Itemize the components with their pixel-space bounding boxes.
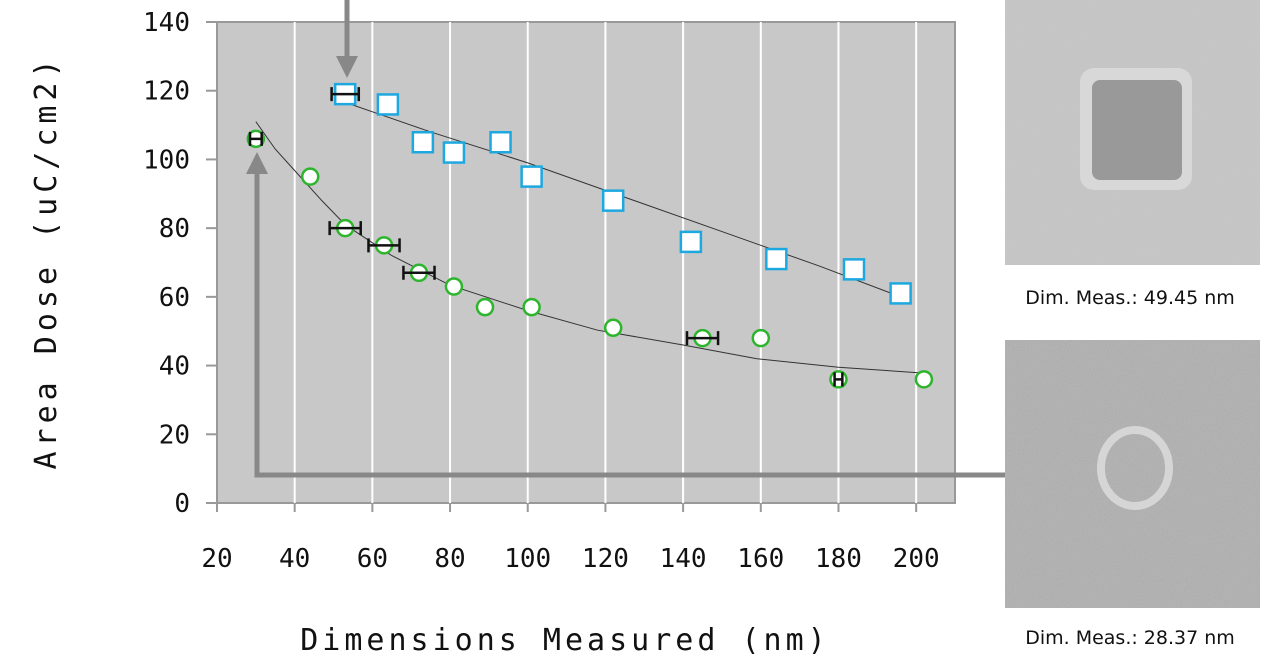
y-tick-label: 100 — [143, 145, 190, 175]
y-tick-label: 60 — [159, 283, 190, 313]
x-tick-label: 40 — [279, 544, 310, 574]
x-tick-label: 200 — [893, 544, 940, 574]
marker — [302, 169, 318, 185]
x-tick-label: 100 — [504, 544, 551, 574]
marker — [522, 167, 542, 187]
sem-image — [1005, 0, 1260, 265]
marker — [605, 320, 621, 336]
y-tick-label: 20 — [159, 420, 190, 450]
x-axis-label: Dimensions Measured (nm) — [300, 623, 829, 658]
y-tick-label: 40 — [159, 352, 190, 382]
marker — [444, 143, 464, 163]
image-noise — [1005, 340, 1260, 608]
x-tick-label: 60 — [357, 544, 388, 574]
y-tick-label: 80 — [159, 214, 190, 244]
marker — [844, 259, 864, 279]
marker — [753, 330, 769, 346]
x-tick-label: 160 — [737, 544, 784, 574]
marker — [681, 232, 701, 252]
x-tick-label: 180 — [815, 544, 862, 574]
image-caption: Dim. Meas.: 28.37 nm — [1025, 627, 1235, 649]
marker — [378, 94, 398, 114]
image-caption: Dim. Meas.: 49.45 nm — [1025, 287, 1235, 309]
figure: 20 40 60 80 100 120 140 160 180 200 0 20 40 60 80 100 12… — [0, 0, 1274, 661]
marker — [891, 283, 911, 303]
x-tick-label: 140 — [660, 544, 707, 574]
marker — [491, 132, 511, 152]
marker — [916, 371, 932, 387]
y-tick-label: 120 — [143, 77, 190, 107]
marker — [477, 299, 493, 315]
x-tick-label: 120 — [582, 544, 629, 574]
sem-image — [1005, 340, 1260, 608]
marker — [413, 132, 433, 152]
marker — [766, 249, 786, 269]
x-tick-label: 20 — [201, 544, 232, 574]
feature — [1092, 80, 1182, 180]
x-tick-label: 80 — [434, 544, 465, 574]
y-axis-label: Area Dose (uC/cm2) — [29, 54, 64, 469]
marker — [446, 279, 462, 295]
marker — [603, 191, 623, 211]
y-tick-label: 0 — [174, 489, 190, 519]
marker — [524, 299, 540, 315]
y-tick-label: 140 — [143, 8, 190, 38]
